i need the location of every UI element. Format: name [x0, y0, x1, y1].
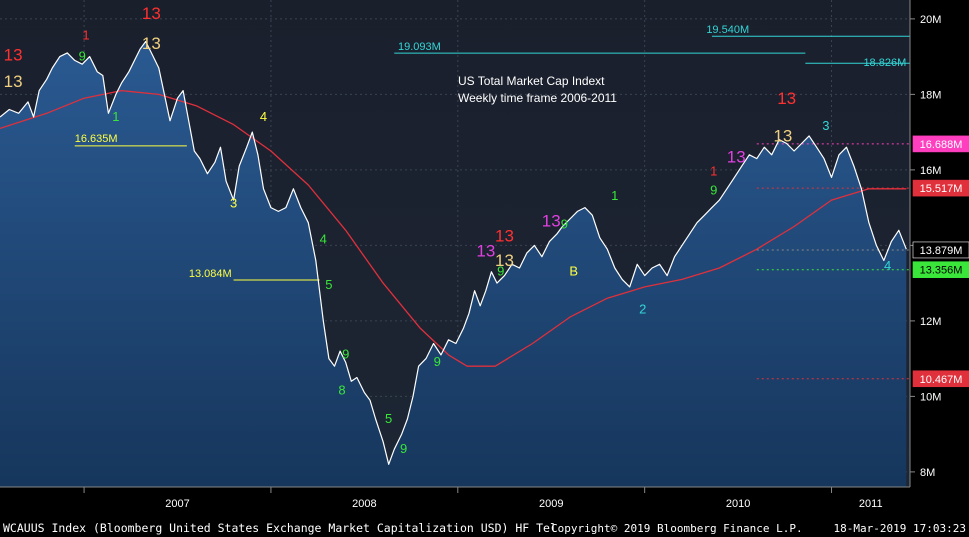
x-tick-label: 2007 [165, 498, 189, 510]
price-label-box [912, 261, 969, 278]
count-marker: 1 [112, 109, 119, 124]
count-marker: 2 [639, 301, 646, 316]
count-marker: 13 [142, 4, 161, 23]
price-label-text: 13.356M [920, 265, 963, 277]
annotation-label: 19.093M [398, 41, 441, 53]
footer-timestamp: 18-Mar-2019 17:03:23 [834, 522, 966, 535]
count-marker: 9 [434, 354, 441, 369]
annotation-label: 19.540M [706, 24, 749, 36]
y-tick-label: 10M [920, 391, 941, 403]
x-axis-ticks: 2007 2008 2009 2010 2011 [83, 487, 883, 510]
annotation-label: 16.635M [75, 133, 118, 145]
count-marker: 9 [342, 347, 349, 362]
count-marker: 13 [773, 127, 792, 146]
annotation-label: 18.826M [863, 57, 906, 69]
x-tick-label: 2008 [352, 498, 376, 510]
x-axis-panel [0, 487, 969, 519]
count-marker: 5 [325, 277, 332, 292]
price-label-box [912, 370, 969, 388]
count-marker: 1 [710, 164, 717, 179]
price-label-text: 16.688M [920, 139, 963, 151]
count-marker: 1 [82, 28, 89, 43]
annotation-labels: 19.540M 19.093M 18.826M 16.635M 13.084M [75, 24, 907, 280]
count-marker: 9 [710, 182, 717, 197]
count-marker: 13 [142, 34, 161, 53]
annotation-label: 13.084M [189, 268, 232, 280]
count-marker: 13 [4, 72, 23, 91]
price-line [0, 40, 907, 465]
price-label-text: 15.517M [920, 183, 963, 195]
count-marker: 1 [611, 188, 618, 203]
footer-security: WCAUUS Index (Bloomberg United States Ex… [3, 521, 557, 535]
price-label-text: 13.879M [920, 245, 963, 257]
count-marker: 9 [497, 264, 504, 279]
y-tick-label: 8M [920, 467, 935, 479]
x-tick-label: 2009 [539, 498, 563, 510]
count-marker: 3 [230, 196, 237, 211]
x-tick-label: 2011 [859, 498, 883, 510]
count-marker: 13 [727, 147, 746, 166]
price-label-box [912, 241, 969, 259]
y-tick-label: 20M [920, 14, 941, 26]
count-marker: 8 [338, 383, 345, 398]
annotation-lines [74, 35, 910, 380]
count-marker: B [569, 264, 578, 279]
count-marker: 13 [542, 212, 561, 231]
count-marker: 9 [79, 48, 86, 63]
count-marker: 4 [260, 109, 267, 124]
series-lines [0, 40, 907, 465]
count-marker: 13 [495, 227, 514, 246]
price-area-fill [0, 41, 907, 487]
y-tick-label: 16M [920, 165, 941, 177]
chart-subtitle: Weekly time frame 2006-2011 [458, 91, 617, 105]
price-label-box [912, 135, 969, 153]
footer-copyright: Copyright© 2019 Bloomberg Finance L.P. [551, 522, 803, 535]
y-tick-label: 18M [920, 89, 941, 101]
y-tick-label: 12M [920, 316, 941, 328]
count-marker: 9 [561, 216, 568, 231]
count-marker: 5 [385, 411, 392, 426]
count-marker: 13 [777, 89, 796, 108]
count-marker: 4 [320, 232, 327, 247]
x-tick-label: 2010 [726, 498, 750, 510]
count-marker: 13 [476, 242, 495, 261]
count-marker: 3 [822, 118, 829, 133]
count-marker: 13 [4, 45, 23, 64]
count-marker: 9 [400, 441, 407, 456]
count-marker: 4 [884, 258, 891, 273]
price-label-box [912, 179, 969, 197]
count-marker: 13 [495, 251, 514, 270]
price-label-text: 10.467M [920, 374, 963, 386]
chart-title: US Total Market Cap Indext [458, 74, 605, 88]
price-labels: 16.688M 15.517M 13.879M 13.356M 10.467M [912, 135, 969, 388]
